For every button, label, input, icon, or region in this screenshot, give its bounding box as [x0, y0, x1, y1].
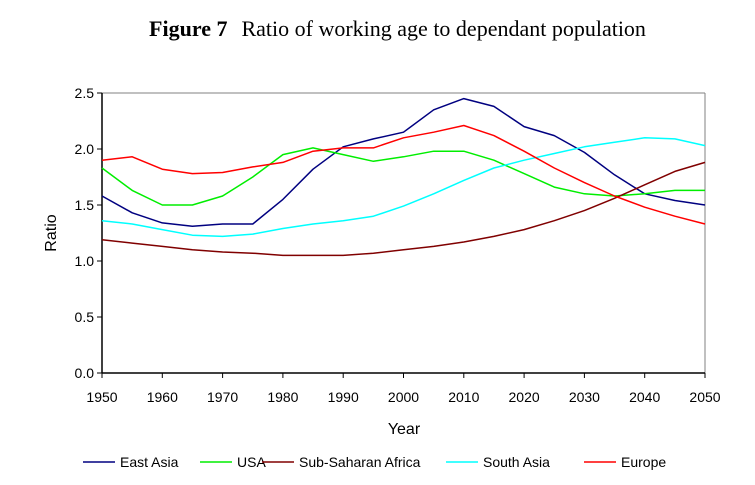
legend-label: South Asia	[483, 454, 550, 470]
y-tick-label: 2.0	[75, 141, 95, 157]
legend-label: East Asia	[120, 454, 179, 470]
series-line-east-asia	[101, 97, 706, 228]
x-tick-label: 2050	[689, 389, 720, 405]
y-axis-label: Ratio	[43, 214, 60, 251]
legend-label: Europe	[621, 454, 666, 470]
x-tick-label: 1970	[207, 389, 238, 405]
legend-label: USA	[237, 454, 266, 470]
legend-label: Sub-Saharan Africa	[299, 454, 421, 470]
x-tick-label: 2010	[448, 389, 479, 405]
x-tick-label: 1960	[147, 389, 178, 405]
x-axis-label: Year	[388, 421, 421, 438]
figure-number: Figure 7	[149, 16, 228, 41]
y-tick-label: 2.5	[75, 85, 95, 101]
x-tick-label: 1990	[328, 389, 359, 405]
x-tick-label: 2000	[388, 389, 419, 405]
x-tick-label: 2020	[509, 389, 540, 405]
y-tick-label: 1.0	[75, 253, 95, 269]
series-line-usa	[101, 147, 705, 206]
series-line-europe	[101, 124, 706, 225]
series-line-sub-saharan-africa	[101, 161, 706, 257]
x-tick-label: 1950	[86, 389, 117, 405]
title-text: Ratio of working age to dependant popula…	[241, 16, 646, 41]
x-tick-label: 1980	[267, 389, 298, 405]
y-tick-label: 1.5	[75, 197, 95, 213]
series-line-south-asia	[101, 137, 706, 238]
chart-title: Figure 7 Ratio of working age to dependan…	[0, 16, 755, 42]
y-tick-label: 0.5	[75, 309, 95, 325]
y-tick-label: 0.0	[75, 365, 95, 381]
x-tick-label: 2030	[569, 389, 600, 405]
x-tick-label: 2040	[629, 389, 660, 405]
